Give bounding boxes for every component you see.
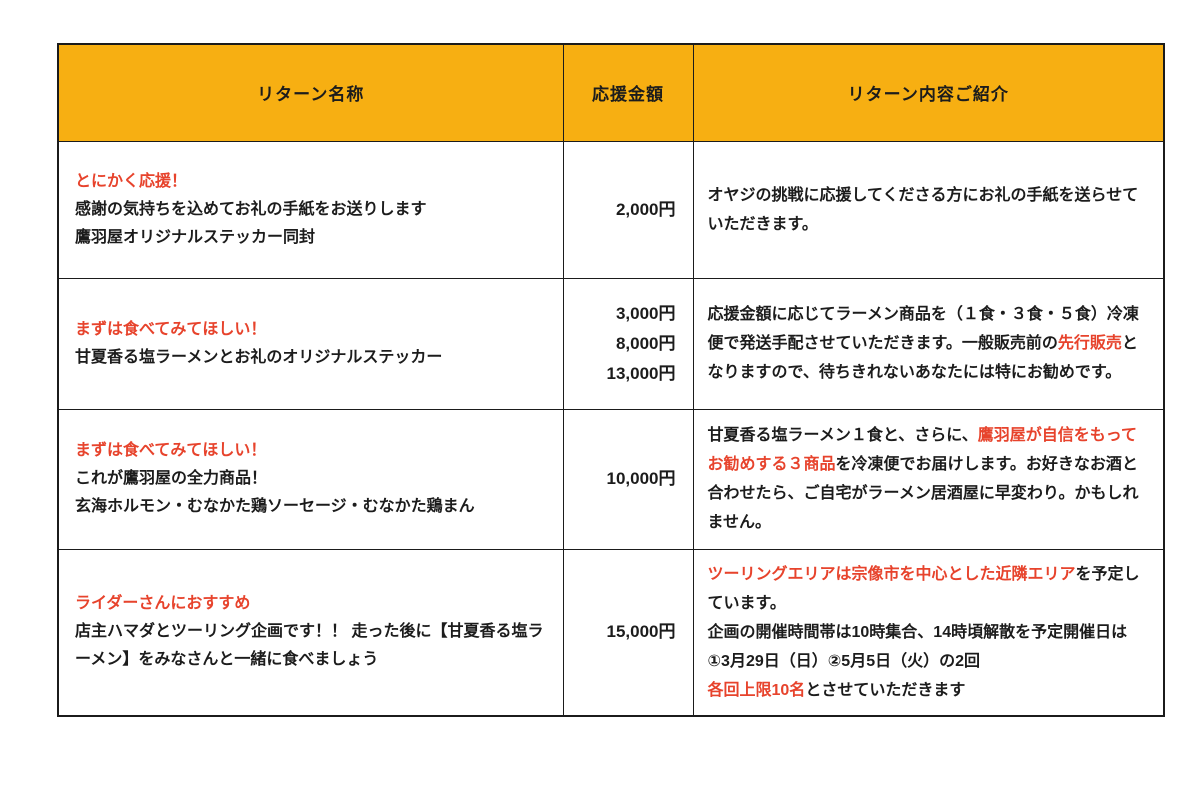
table-row: とにかく応援！ 感謝の気持ちを込めてお礼の手紙をお送りします 鷹羽屋オリジナルステッ… [57, 140, 1165, 279]
description-text: オヤジの挑戦に応援してくださる方にお礼の手紙を送らせていただきます。 [707, 186, 1139, 233]
amount-value: 10,000円 [606, 469, 676, 488]
amount-cell: 2,000円 [562, 140, 694, 279]
description-cell: ツーリングエリアは宗像市を中心とした近隣エリアを予定しています。 企画の開催時間帯… [692, 548, 1165, 716]
header-row: リターン名称 応援金額 リターン内容ご紹介 [57, 43, 1165, 142]
description-text: 企画の開催時間帯は10時集合、14時頃解散を予定開催日は ①3月29日（日）②5… [707, 623, 1144, 670]
amount-value: 13,000円 [606, 363, 676, 383]
description-text: 甘夏香る塩ラーメン１食と、さらに、 [707, 427, 978, 444]
rewards-table: リターン名称 応援金額 リターン内容ご紹介 とにかく応援！ 感謝の気持ちを込めてお… [57, 43, 1165, 717]
reward-title: ライダーさんにおすすめ [75, 595, 251, 612]
description-paragraph: オヤジの挑戦に応援してくださる方にお礼の手紙を送らせていただきます。 [708, 181, 1144, 239]
reward-title: とにかく応援！ [75, 172, 188, 190]
table-row: まずは食べてみてほしい！ 甘夏香る塩ラーメンとお礼のオリジナルステッカー 3,000… [57, 277, 1165, 410]
description-paragraph: 応援金額に応じてラーメン商品を（１食・３食・５食）冷凍便で発送手配させていただき… [708, 300, 1144, 387]
reward-name-line: これが鷹羽屋の全力商品！ [75, 470, 268, 487]
reward-name-line: 鷹羽屋オリジナルステッカー同封 [75, 228, 316, 246]
description-highlight: 各回上限10名 [707, 681, 806, 699]
description-highlight: ツーリングエリアは宗像市を中心とした近隣エリア [707, 565, 1076, 583]
description-paragraph: 甘夏香る塩ラーメン１食と、さらに、鷹羽屋が自信をもってお勧めする３商品を冷凍便で… [708, 421, 1144, 537]
amount-value: 15,000円 [606, 622, 676, 641]
amount-value: 8,000円 [615, 333, 676, 353]
rewards-table-container: リターン名称 応援金額 リターン内容ご紹介 とにかく応援！ 感謝の気持ちを込めてお… [57, 43, 1165, 717]
description-paragraph: 各回上限10名とさせていただきます [708, 676, 1144, 705]
description-cell: 応援金額に応じてラーメン商品を（１食・３食・５食）冷凍便で発送手配させていただき… [692, 277, 1165, 410]
table-body: とにかく応援！ 感謝の気持ちを込めてお礼の手紙をお送りします 鷹羽屋オリジナルステッ… [57, 140, 1165, 716]
description-highlight: 先行販売 [1057, 335, 1122, 352]
amount-cell: 15,000円 [562, 548, 694, 716]
column-header-amount: 応援金額 [562, 43, 694, 142]
description-text: を冷凍便でお届けします。お好きなお酒と合わせたら、ご自宅がラーメン居酒屋に早変わ… [707, 456, 1139, 531]
column-header-description: リターン内容ご紹介 [692, 43, 1165, 142]
reward-name-line: 甘夏香る塩ラーメンとお礼のオリジナルステッカー [75, 348, 443, 366]
description-text: 応援金額に応じてラーメン商品を（１食・３食・５食）冷凍便で発送手配させていただき… [707, 306, 1139, 352]
description-cell: 甘夏香る塩ラーメン１食と、さらに、鷹羽屋が自信をもってお勧めする３商品を冷凍便で… [692, 408, 1165, 550]
reward-name-line: 店主ハマダとツーリング企画です！！ 走った後に【甘夏香る塩ラーメン】をみなさんと… [75, 623, 544, 668]
reward-name-line: 感謝の気持ちを込めてお礼の手紙をお送りします [75, 200, 427, 218]
reward-title: まずは食べてみてほしい！ [75, 320, 267, 338]
table-row: ライダーさんにおすすめ店主ハマダとツーリング企画です！！ 走った後に【甘夏香る塩… [57, 548, 1165, 716]
reward-name-cell: とにかく応援！ 感謝の気持ちを込めてお礼の手紙をお送りします 鷹羽屋オリジナルステッ… [57, 140, 564, 279]
amount-cell: 10,000円 [562, 408, 694, 550]
reward-name-line: 玄海ホルモン・むなかた鶏ソーセージ・むなかた鶏まん [75, 498, 475, 515]
reward-name-cell: まずは食べてみてほしい！ これが鷹羽屋の全力商品！ 玄海ホルモン・むなかた鶏ソーセー… [57, 408, 564, 550]
reward-name-cell: ライダーさんにおすすめ店主ハマダとツーリング企画です！！ 走った後に【甘夏香る塩… [57, 548, 564, 716]
description-paragraph: 企画の開催時間帯は10時集合、14時頃解散を予定開催日は ①3月29日（日）②5… [708, 618, 1144, 676]
description-text: とさせていただきます [805, 681, 966, 699]
table-row: まずは食べてみてほしい！ これが鷹羽屋の全力商品！ 玄海ホルモン・むなかた鶏ソーセー… [57, 408, 1165, 550]
description-text: となりますので、待ちきれないあなたには特にお勧めです。 [707, 335, 1138, 381]
amount-cell: 3,000円 8,000円 13,000円 [562, 277, 694, 410]
table-header: リターン名称 応援金額 リターン内容ご紹介 [57, 43, 1165, 142]
description-highlight: 鷹羽屋が自信をもってお勧めする３商品 [707, 427, 1137, 473]
amount-value: 3,000円 [615, 303, 676, 323]
reward-title: まずは食べてみてほしい！ [75, 442, 267, 459]
description-cell: オヤジの挑戦に応援してくださる方にお礼の手紙を送らせていただきます。 [692, 140, 1165, 279]
reward-name-cell: まずは食べてみてほしい！ 甘夏香る塩ラーメンとお礼のオリジナルステッカー [57, 277, 564, 410]
description-paragraph: ツーリングエリアは宗像市を中心とした近隣エリアを予定しています。 [708, 560, 1144, 618]
description-text: を予定しています。 [707, 565, 1140, 612]
column-header-return-name: リターン名称 [57, 43, 564, 142]
amount-value: 2,000円 [615, 199, 676, 219]
